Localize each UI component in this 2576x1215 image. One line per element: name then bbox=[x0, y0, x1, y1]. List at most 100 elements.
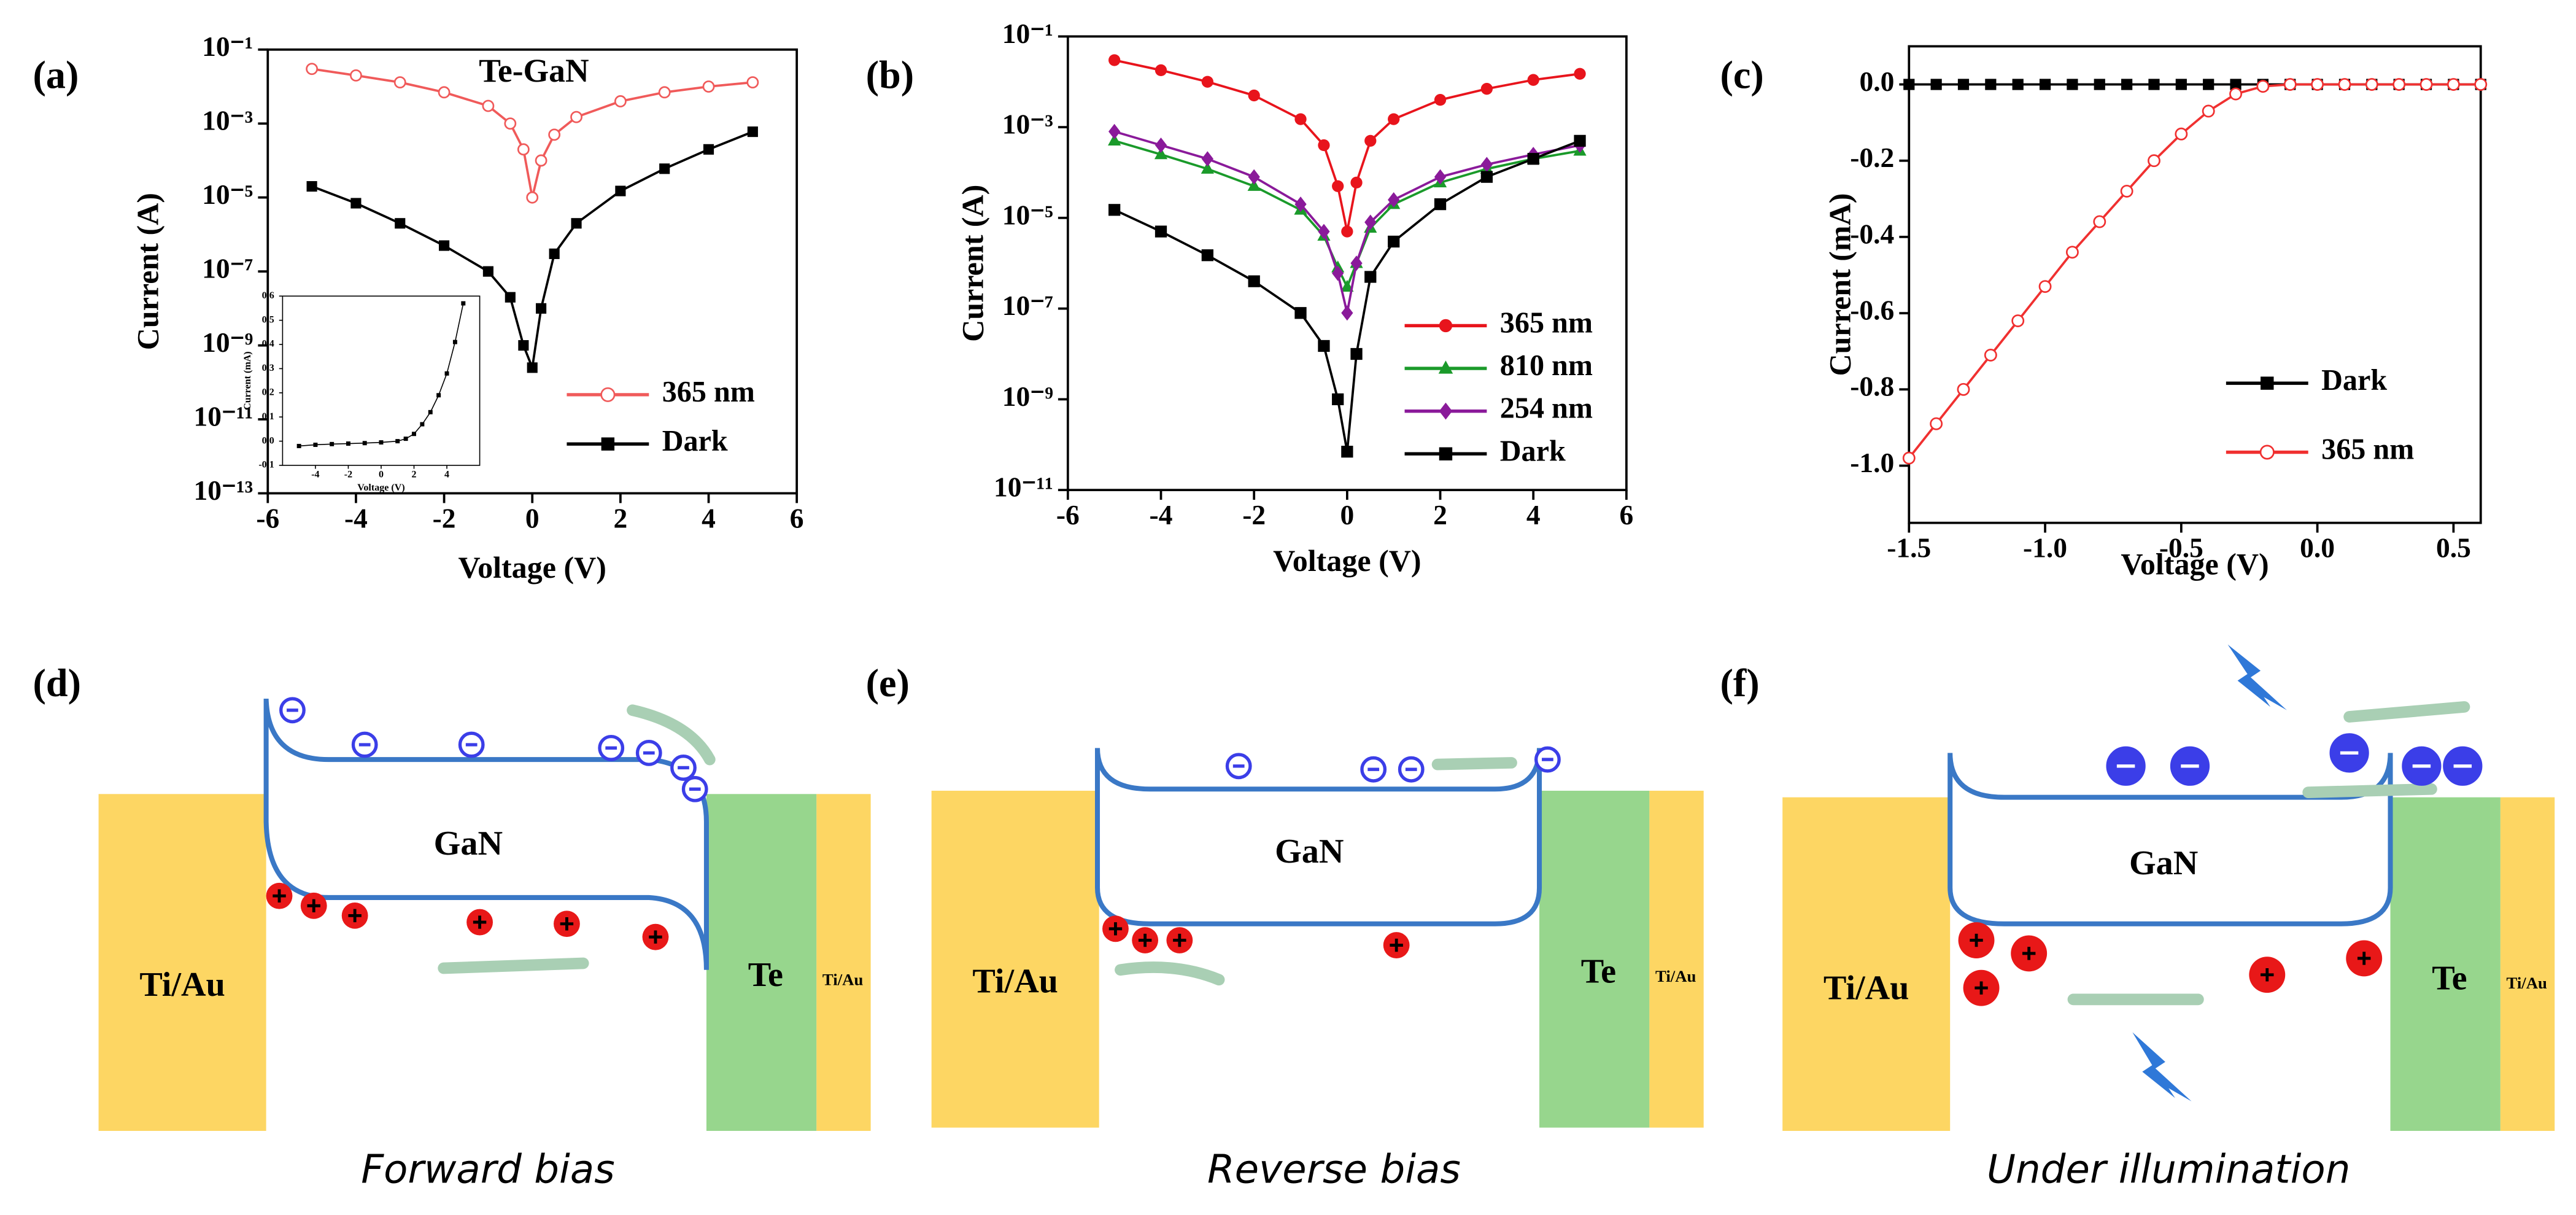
data-point bbox=[570, 111, 582, 123]
data-point bbox=[517, 143, 530, 156]
x-axis-label: Voltage (V) bbox=[357, 483, 404, 493]
plus-sign bbox=[1390, 938, 1403, 952]
data-point bbox=[1574, 134, 1586, 147]
data-point bbox=[1341, 446, 1353, 458]
y-tick-label: 10⁻⁹ bbox=[202, 327, 253, 358]
plus-sign bbox=[1970, 933, 1983, 947]
data-point bbox=[2121, 79, 2133, 90]
plus-sign bbox=[348, 909, 362, 923]
arrow bbox=[2343, 701, 2470, 723]
series-line bbox=[311, 130, 754, 373]
data-point bbox=[2175, 127, 2188, 141]
data-point bbox=[2093, 215, 2106, 228]
y-tick-label: 10⁻¹³ bbox=[194, 475, 253, 506]
data-point bbox=[1434, 169, 1447, 185]
data-point bbox=[1341, 225, 1353, 238]
data-point bbox=[659, 163, 670, 174]
data-point bbox=[2202, 104, 2215, 118]
data-point bbox=[1350, 176, 1363, 189]
data-point bbox=[1155, 64, 1167, 77]
legend-label: Dark bbox=[2321, 364, 2387, 397]
data-point bbox=[548, 128, 561, 141]
data-point bbox=[1318, 139, 1330, 152]
y-axis-label: Current (A) bbox=[955, 185, 989, 342]
y-tick-label: 10⁻⁷ bbox=[202, 253, 253, 284]
data-point bbox=[1248, 169, 1260, 185]
data-point bbox=[505, 292, 516, 303]
data-point bbox=[1294, 307, 1307, 319]
x-tick-label: 4 bbox=[1526, 499, 1541, 530]
data-point bbox=[2256, 80, 2270, 93]
data-point bbox=[444, 371, 449, 376]
x-tick-label: 4 bbox=[702, 502, 716, 534]
x-tick-label: 0.5 bbox=[2436, 532, 2471, 564]
te-layer bbox=[1539, 790, 1650, 1128]
contact-label: Te bbox=[2432, 959, 2467, 997]
legend-marker bbox=[2259, 444, 2275, 460]
data-point bbox=[1294, 113, 1307, 125]
data-point bbox=[1527, 74, 1539, 86]
contact-label: Te bbox=[1581, 953, 1616, 991]
data-point bbox=[1108, 54, 1121, 66]
data-point bbox=[2203, 79, 2214, 90]
data-point bbox=[1108, 133, 1121, 146]
data-point bbox=[1434, 198, 1447, 211]
y-axis-label: Current (A) bbox=[131, 193, 165, 350]
metal-left bbox=[98, 794, 266, 1132]
data-point bbox=[1480, 171, 1493, 183]
metal-right bbox=[2500, 797, 2555, 1132]
data-point bbox=[1957, 382, 1970, 396]
data-point bbox=[571, 218, 582, 229]
data-point bbox=[2065, 246, 2079, 259]
arrow bbox=[2302, 783, 2437, 798]
data-point bbox=[703, 144, 714, 155]
x-tick-label: 0.0 bbox=[2300, 532, 2335, 564]
semiconductor-label: GaN bbox=[434, 825, 503, 863]
data-point bbox=[2230, 79, 2241, 90]
data-point bbox=[330, 441, 335, 446]
data-point bbox=[452, 340, 457, 344]
arrow bbox=[1115, 961, 1225, 986]
data-point bbox=[296, 443, 301, 448]
plot-frame bbox=[282, 295, 481, 466]
data-point bbox=[2229, 87, 2242, 101]
data-point bbox=[1154, 147, 1168, 160]
data-point bbox=[461, 301, 466, 306]
panel-label: (d) bbox=[33, 661, 82, 705]
data-point bbox=[1574, 68, 1586, 80]
data-point bbox=[2011, 314, 2025, 327]
annotation: Te-GaN bbox=[479, 52, 589, 89]
plus-sign bbox=[307, 899, 320, 913]
data-point bbox=[2148, 79, 2160, 90]
metal-left bbox=[931, 790, 1099, 1128]
y-tick-label: 10⁻¹ bbox=[1002, 18, 1053, 49]
data-point bbox=[1248, 89, 1260, 102]
data-point bbox=[614, 95, 627, 107]
data-point bbox=[1341, 305, 1353, 321]
data-point bbox=[518, 340, 529, 351]
data-point bbox=[379, 440, 384, 445]
data-point bbox=[436, 393, 441, 398]
data-point bbox=[1903, 79, 1915, 90]
plus-sign bbox=[2357, 952, 2371, 965]
data-point bbox=[412, 432, 416, 437]
panel-label: (b) bbox=[866, 53, 915, 97]
y-axis-label: Current (mA) bbox=[1823, 193, 1857, 376]
data-point bbox=[1318, 340, 1330, 352]
data-point bbox=[658, 86, 671, 99]
y-tick-label: 0.5 bbox=[262, 314, 274, 325]
data-point bbox=[1902, 451, 1916, 465]
data-point bbox=[1340, 279, 1354, 292]
data-point bbox=[702, 80, 715, 93]
series-line bbox=[1908, 83, 2481, 459]
data-point bbox=[2148, 154, 2160, 168]
contact-label: Te bbox=[748, 956, 783, 994]
x-tick-label: -6 bbox=[256, 502, 279, 534]
panel-label: (f) bbox=[1720, 661, 1759, 705]
x-tick-label: 2 bbox=[614, 502, 628, 534]
data-point bbox=[2283, 78, 2297, 91]
data-point bbox=[306, 181, 317, 192]
data-point bbox=[615, 185, 626, 196]
data-point bbox=[1248, 275, 1260, 287]
